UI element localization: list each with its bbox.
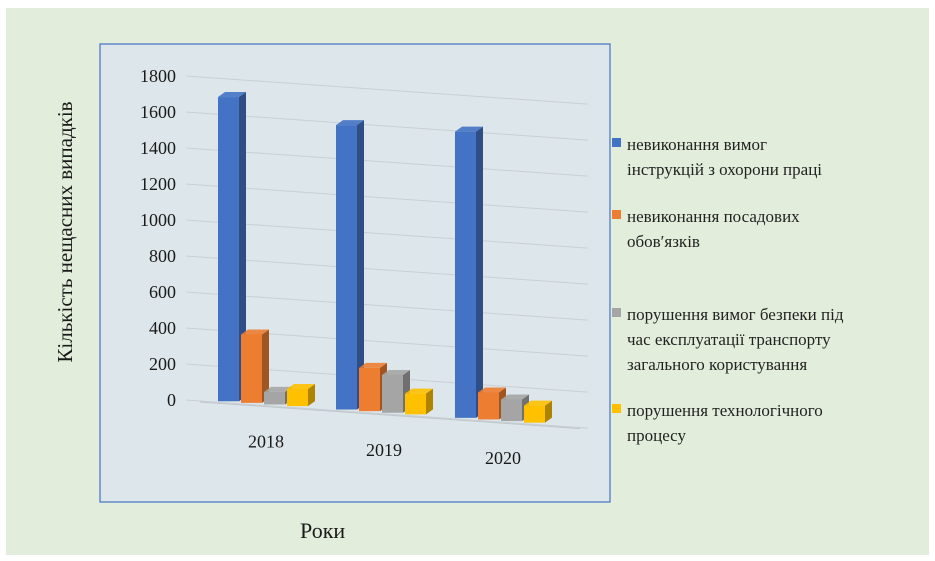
bar-front: [218, 97, 239, 402]
gridline: [185, 399, 589, 429]
bar-side: [545, 400, 552, 423]
bar-front: [405, 393, 426, 415]
bar-top: [287, 383, 315, 389]
bar-2018-series-2: [241, 329, 269, 403]
gridline: [185, 219, 589, 249]
bar-top: [382, 369, 410, 375]
y-tick-label: 800: [149, 246, 176, 266]
legend-label-2: невиконання посадових обовʹязків: [627, 204, 800, 254]
y-tick-label: 1400: [140, 138, 176, 158]
floor-line: [199, 401, 581, 430]
bar-2018-series-4: [287, 383, 315, 407]
y-axis-title: Кількість нещасних випадків: [53, 101, 77, 362]
bar-top: [524, 400, 552, 406]
x-axis-ticks: 2018 2019 2020: [248, 432, 521, 469]
bar-front: [287, 388, 308, 407]
legend-label-3-line-2: час експлуатації транспорту: [627, 330, 831, 349]
x-tick-label-2020: 2020: [485, 448, 521, 468]
bar-front: [501, 399, 522, 422]
legend-item-1: невиконання вимог інструкцій з охорони п…: [612, 132, 822, 182]
bar-2020-series-2: [478, 387, 506, 420]
legend-label-2-line-1: невиконання посадових: [627, 207, 800, 226]
bar-side: [426, 388, 433, 415]
y-tick-label: 0: [167, 390, 176, 410]
bar-top: [478, 387, 506, 393]
bar-side: [262, 329, 269, 403]
y-tick-label: 1200: [140, 174, 176, 194]
bar-top: [455, 126, 483, 132]
bar-front: [455, 131, 476, 418]
legend-label-3-line-1: порушення вимог безпеки під: [627, 305, 844, 324]
gridline: [185, 291, 589, 321]
y-tick-label: 400: [149, 318, 176, 338]
legend-label-3-line-3: загального користування: [627, 355, 808, 374]
legend-label-1-line-1: невиконання вимог: [627, 135, 767, 154]
bar-front: [336, 125, 357, 410]
bar-front: [524, 405, 545, 423]
y-tick-label: 600: [149, 282, 176, 302]
bar-top: [218, 92, 246, 98]
bar-top: [336, 120, 364, 126]
bar-top: [241, 329, 269, 335]
y-tick-label: 1600: [140, 102, 176, 122]
gridline: [185, 147, 589, 177]
bar-front: [264, 391, 285, 405]
y-tick-label: 200: [149, 354, 176, 374]
gridline: [185, 75, 589, 105]
bar-top: [405, 388, 433, 394]
legend-swatch-2: [612, 210, 621, 219]
bar-2019-series-4: [405, 388, 433, 415]
legend-label-4-line-2: процесу: [627, 426, 686, 445]
x-tick-label-2018: 2018: [248, 432, 284, 452]
bar-front: [241, 334, 262, 403]
legend-item-2: невиконання посадових обовʹязків: [612, 204, 800, 254]
gridline: [185, 111, 589, 141]
bar-top: [501, 394, 529, 400]
legend-item-4: порушення технологічного процесу: [612, 398, 823, 448]
legend-swatch-4: [612, 404, 621, 413]
bar-side: [476, 126, 483, 418]
bar-side: [239, 92, 246, 402]
x-axis-title: Роки: [300, 518, 346, 543]
bar-side: [357, 120, 364, 410]
legend-label-2-line-2: обовʹязків: [627, 232, 700, 251]
legend-swatch-3: [612, 308, 621, 317]
legend-item-3: порушення вимог безпеки під час експлуат…: [612, 302, 844, 377]
gridline: [185, 255, 589, 285]
x-tick-label-2019: 2019: [366, 440, 402, 460]
legend-label-1: невиконання вимог інструкцій з охорони п…: [627, 132, 822, 182]
y-tick-label: 1800: [140, 66, 176, 86]
y-tick-label: 1000: [140, 210, 176, 230]
bar-side: [308, 383, 315, 407]
legend-label-4-line-1: порушення технологічного: [627, 401, 823, 420]
bar-front: [359, 367, 380, 412]
bar-front: [382, 374, 403, 413]
bars: [218, 92, 552, 423]
bar-2018-series-1: [218, 92, 246, 402]
legend-swatch-1: [612, 138, 621, 147]
gridline: [185, 183, 589, 213]
legend-label-3: порушення вимог безпеки під час експлуат…: [627, 302, 844, 377]
bar-front: [478, 392, 499, 420]
legend-label-1-line-2: інструкцій з охорони праці: [627, 160, 823, 179]
bar-2019-series-1: [336, 120, 364, 410]
y-axis-ticks: 0 200 400 600 800 1000 1200 1400 1600 1800: [140, 66, 176, 410]
bar-2020-series-4: [524, 400, 552, 423]
gridlines: [185, 75, 589, 430]
bar-top: [359, 362, 387, 368]
bar-top: [264, 386, 292, 392]
legend-label-4: порушення технологічного процесу: [627, 398, 823, 448]
bar-2020-series-1: [455, 126, 483, 418]
